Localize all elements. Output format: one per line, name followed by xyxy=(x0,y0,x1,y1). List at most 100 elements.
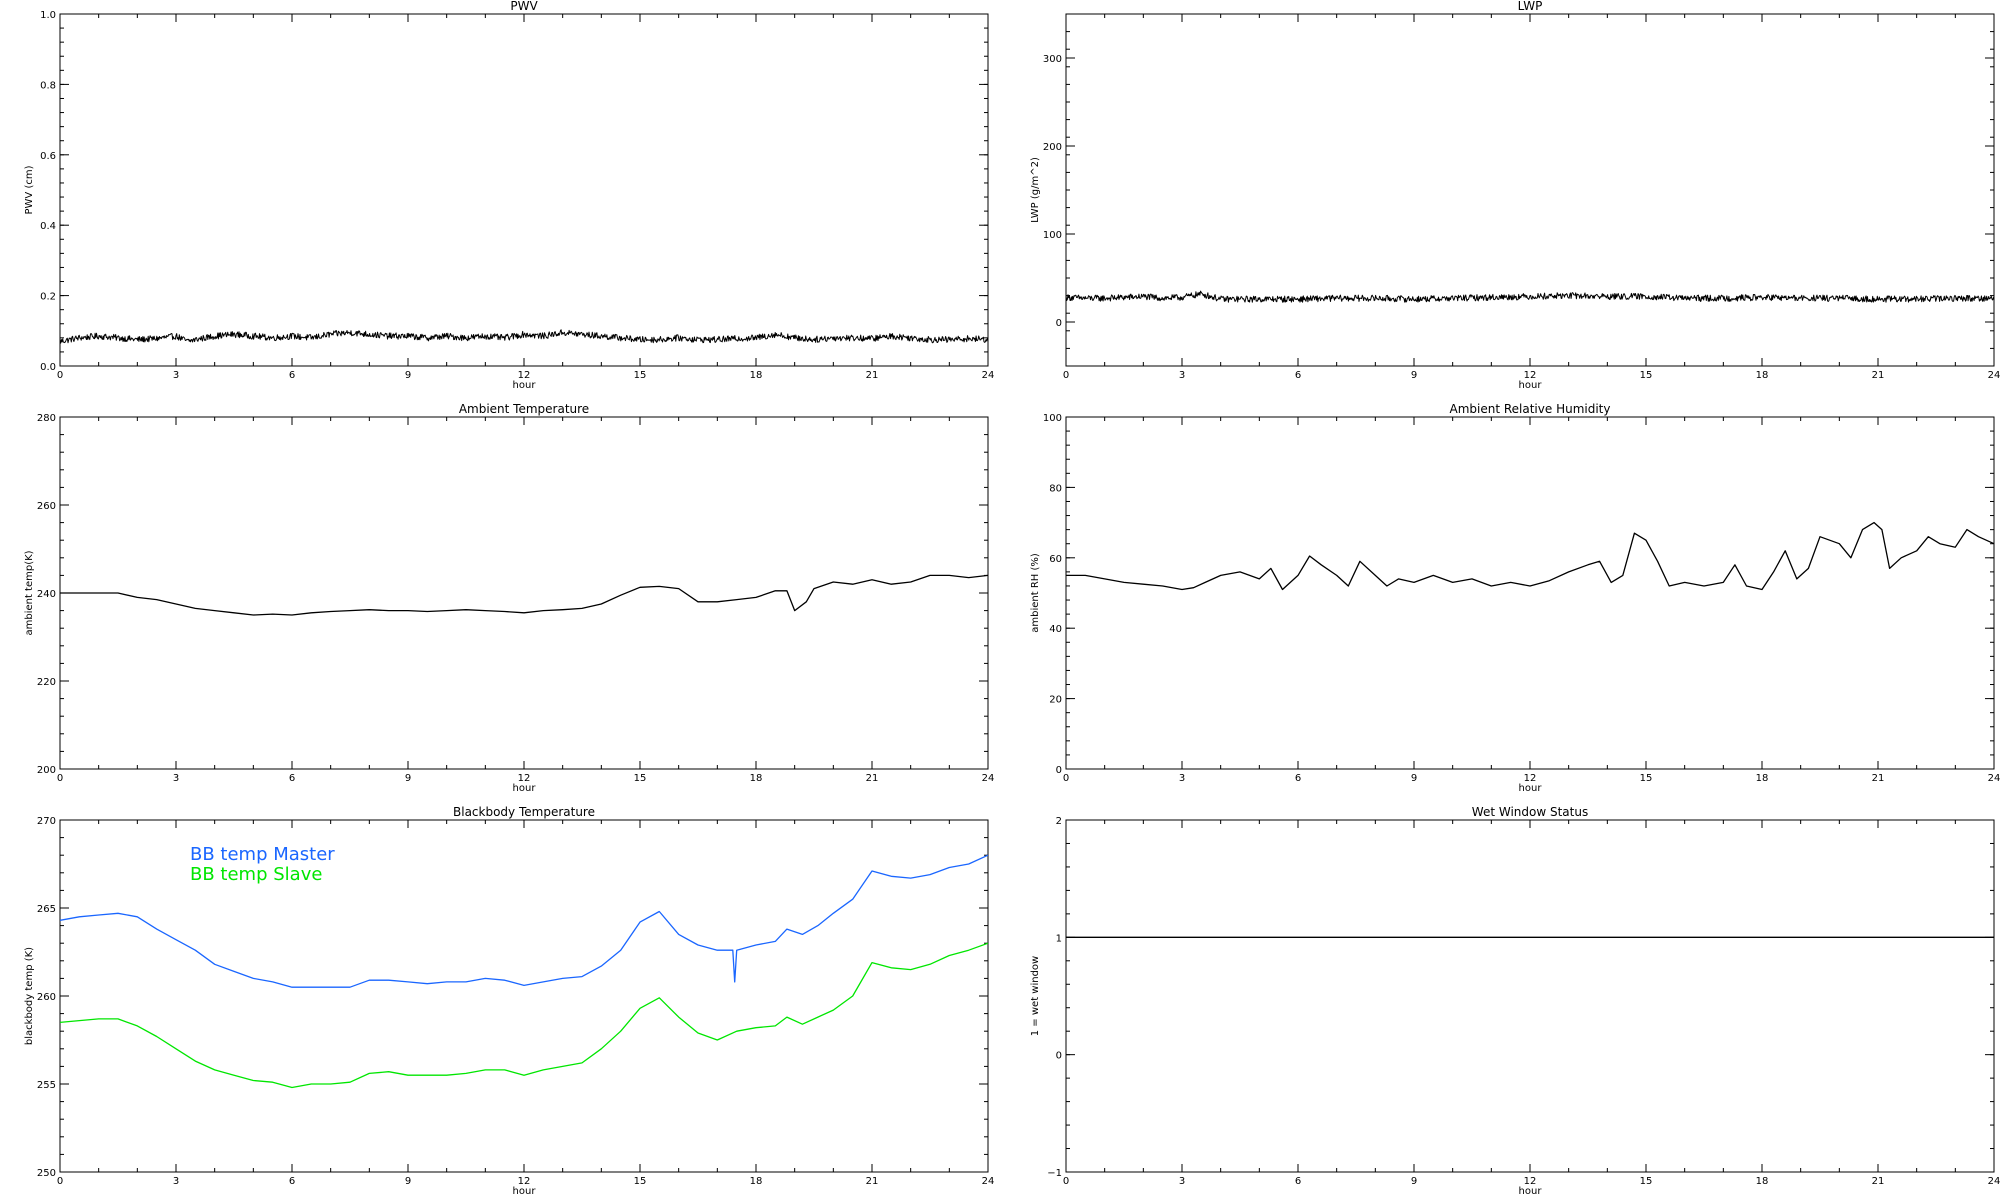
plot-frame xyxy=(1065,416,1995,770)
lwp-panel: LWP 0 3 6 9 12 15 18 21 24 hour 0 100 200 300 LWP (g/m^… xyxy=(1030,0,2000,391)
y-tick-label: 0 xyxy=(1056,1051,1062,1062)
x-tick-label: 3 xyxy=(173,370,179,381)
y-axis-label: 1 = wet window xyxy=(1030,956,1041,1036)
x-tick-label: 12 xyxy=(518,773,531,784)
x-tick-label: 18 xyxy=(1756,370,1769,381)
x-tick-label: 18 xyxy=(750,370,763,381)
y-axis-label: LWP (g/m^2) xyxy=(1030,157,1041,223)
chart-title: Ambient Relative Humidity xyxy=(1450,402,1611,416)
x-tick-label: 6 xyxy=(1295,1176,1301,1187)
x-tick-label: 12 xyxy=(1524,370,1537,381)
y-tick-label: 1 xyxy=(1056,933,1062,944)
x-tick-label: 0 xyxy=(57,1176,63,1187)
x-tick-label: 6 xyxy=(289,370,295,381)
series-line xyxy=(60,574,988,616)
chart-title: PWV xyxy=(510,0,538,13)
x-tick-label: 24 xyxy=(982,773,995,784)
y-tick-label: 20 xyxy=(1049,695,1062,706)
x-tick-label: 9 xyxy=(1411,1176,1417,1187)
x-axis-label: hour xyxy=(1519,380,1543,391)
x-tick-label: 12 xyxy=(1524,1176,1537,1187)
y-tick-label: 280 xyxy=(37,413,56,424)
plot-frame xyxy=(59,13,989,367)
x-tick-label: 9 xyxy=(405,773,411,784)
y-tick-label: 200 xyxy=(1043,142,1062,153)
x-tick-label: 21 xyxy=(866,773,879,784)
x-tick-label: 18 xyxy=(1756,773,1769,784)
y-tick-label: 1.0 xyxy=(40,10,56,21)
series-line xyxy=(1066,290,1994,303)
y-axis-label: PWV (cm) xyxy=(24,165,35,214)
x-tick-label: 3 xyxy=(173,1176,179,1187)
x-tick-label: 9 xyxy=(405,1176,411,1187)
y-tick-label: 220 xyxy=(37,677,56,688)
y-tick-label: −1 xyxy=(1047,1168,1062,1179)
x-tick-label: 9 xyxy=(405,370,411,381)
y-tick-label: 260 xyxy=(37,992,56,1003)
x-tick-label: 15 xyxy=(634,370,647,381)
x-tick-label: 6 xyxy=(1295,773,1301,784)
y-tick-label: 40 xyxy=(1049,624,1062,635)
y-tick-label: 0 xyxy=(1056,318,1062,329)
y-tick-label: 0.8 xyxy=(40,80,56,91)
y-tick-label: 0 xyxy=(1056,765,1062,776)
ambient-humidity-panel: Ambient Relative Humidity 0 3 6 9 12 15 18 21 24 h… xyxy=(1030,402,2000,794)
x-tick-label: 21 xyxy=(866,1176,879,1187)
x-tick-label: 9 xyxy=(1411,370,1417,381)
chart-title: Blackbody Temperature xyxy=(453,805,595,819)
x-tick-label: 18 xyxy=(750,773,763,784)
legend-entry: BB temp Master xyxy=(190,844,335,865)
y-tick-label: 200 xyxy=(37,765,56,776)
x-tick-label: 21 xyxy=(1872,1176,1885,1187)
y-tick-label: 0.6 xyxy=(40,151,56,162)
chart-title: LWP xyxy=(1518,0,1543,13)
x-tick-label: 12 xyxy=(518,1176,531,1187)
x-tick-label: 12 xyxy=(518,370,531,381)
plot-frame xyxy=(1065,819,1995,1173)
y-tick-label: 0.2 xyxy=(40,292,56,303)
x-tick-label: 15 xyxy=(1640,370,1653,381)
x-tick-label: 18 xyxy=(1756,1176,1769,1187)
x-tick-label: 6 xyxy=(289,1176,295,1187)
y-tick-label: 300 xyxy=(1043,54,1062,65)
x-tick-label: 0 xyxy=(57,370,63,381)
legend-entry: BB temp Slave xyxy=(190,864,322,885)
x-tick-label: 0 xyxy=(1063,773,1069,784)
x-tick-label: 18 xyxy=(750,1176,763,1187)
y-tick-label: 2 xyxy=(1056,816,1062,827)
x-tick-label: 24 xyxy=(1988,773,2000,784)
plot-frame xyxy=(1065,13,1995,367)
x-tick-label: 3 xyxy=(1179,370,1185,381)
x-tick-label: 21 xyxy=(866,370,879,381)
x-tick-label: 6 xyxy=(1295,370,1301,381)
x-tick-label: 3 xyxy=(173,773,179,784)
x-tick-label: 21 xyxy=(1872,370,1885,381)
y-tick-label: 60 xyxy=(1049,554,1062,565)
y-tick-label: 255 xyxy=(37,1080,56,1091)
x-axis-label: hour xyxy=(1519,1186,1543,1197)
x-tick-label: 24 xyxy=(1988,1176,2000,1187)
x-tick-label: 24 xyxy=(982,1176,995,1187)
series-line xyxy=(60,854,988,988)
x-tick-label: 21 xyxy=(1872,773,1885,784)
y-axis-label: ambient RH (%) xyxy=(1030,553,1041,633)
x-axis-label: hour xyxy=(1519,783,1543,794)
x-tick-label: 6 xyxy=(289,773,295,784)
x-tick-label: 15 xyxy=(634,1176,647,1187)
plot-frame xyxy=(59,416,989,770)
x-tick-label: 15 xyxy=(634,773,647,784)
x-tick-label: 0 xyxy=(57,773,63,784)
blackbody-temperature-panel: Blackbody Temperature 0 3 6 9 12 15 18 21 24 hour 2… xyxy=(24,805,994,1197)
x-tick-label: 15 xyxy=(1640,1176,1653,1187)
y-tick-label: 265 xyxy=(37,904,56,915)
series-line xyxy=(1066,521,1994,591)
x-tick-label: 15 xyxy=(1640,773,1653,784)
y-tick-label: 0.4 xyxy=(40,221,56,232)
y-tick-label: 260 xyxy=(37,501,56,512)
y-tick-label: 100 xyxy=(1043,230,1062,241)
series-line xyxy=(60,329,988,344)
x-axis-label: hour xyxy=(513,1186,537,1197)
x-axis-label: hour xyxy=(513,380,537,391)
